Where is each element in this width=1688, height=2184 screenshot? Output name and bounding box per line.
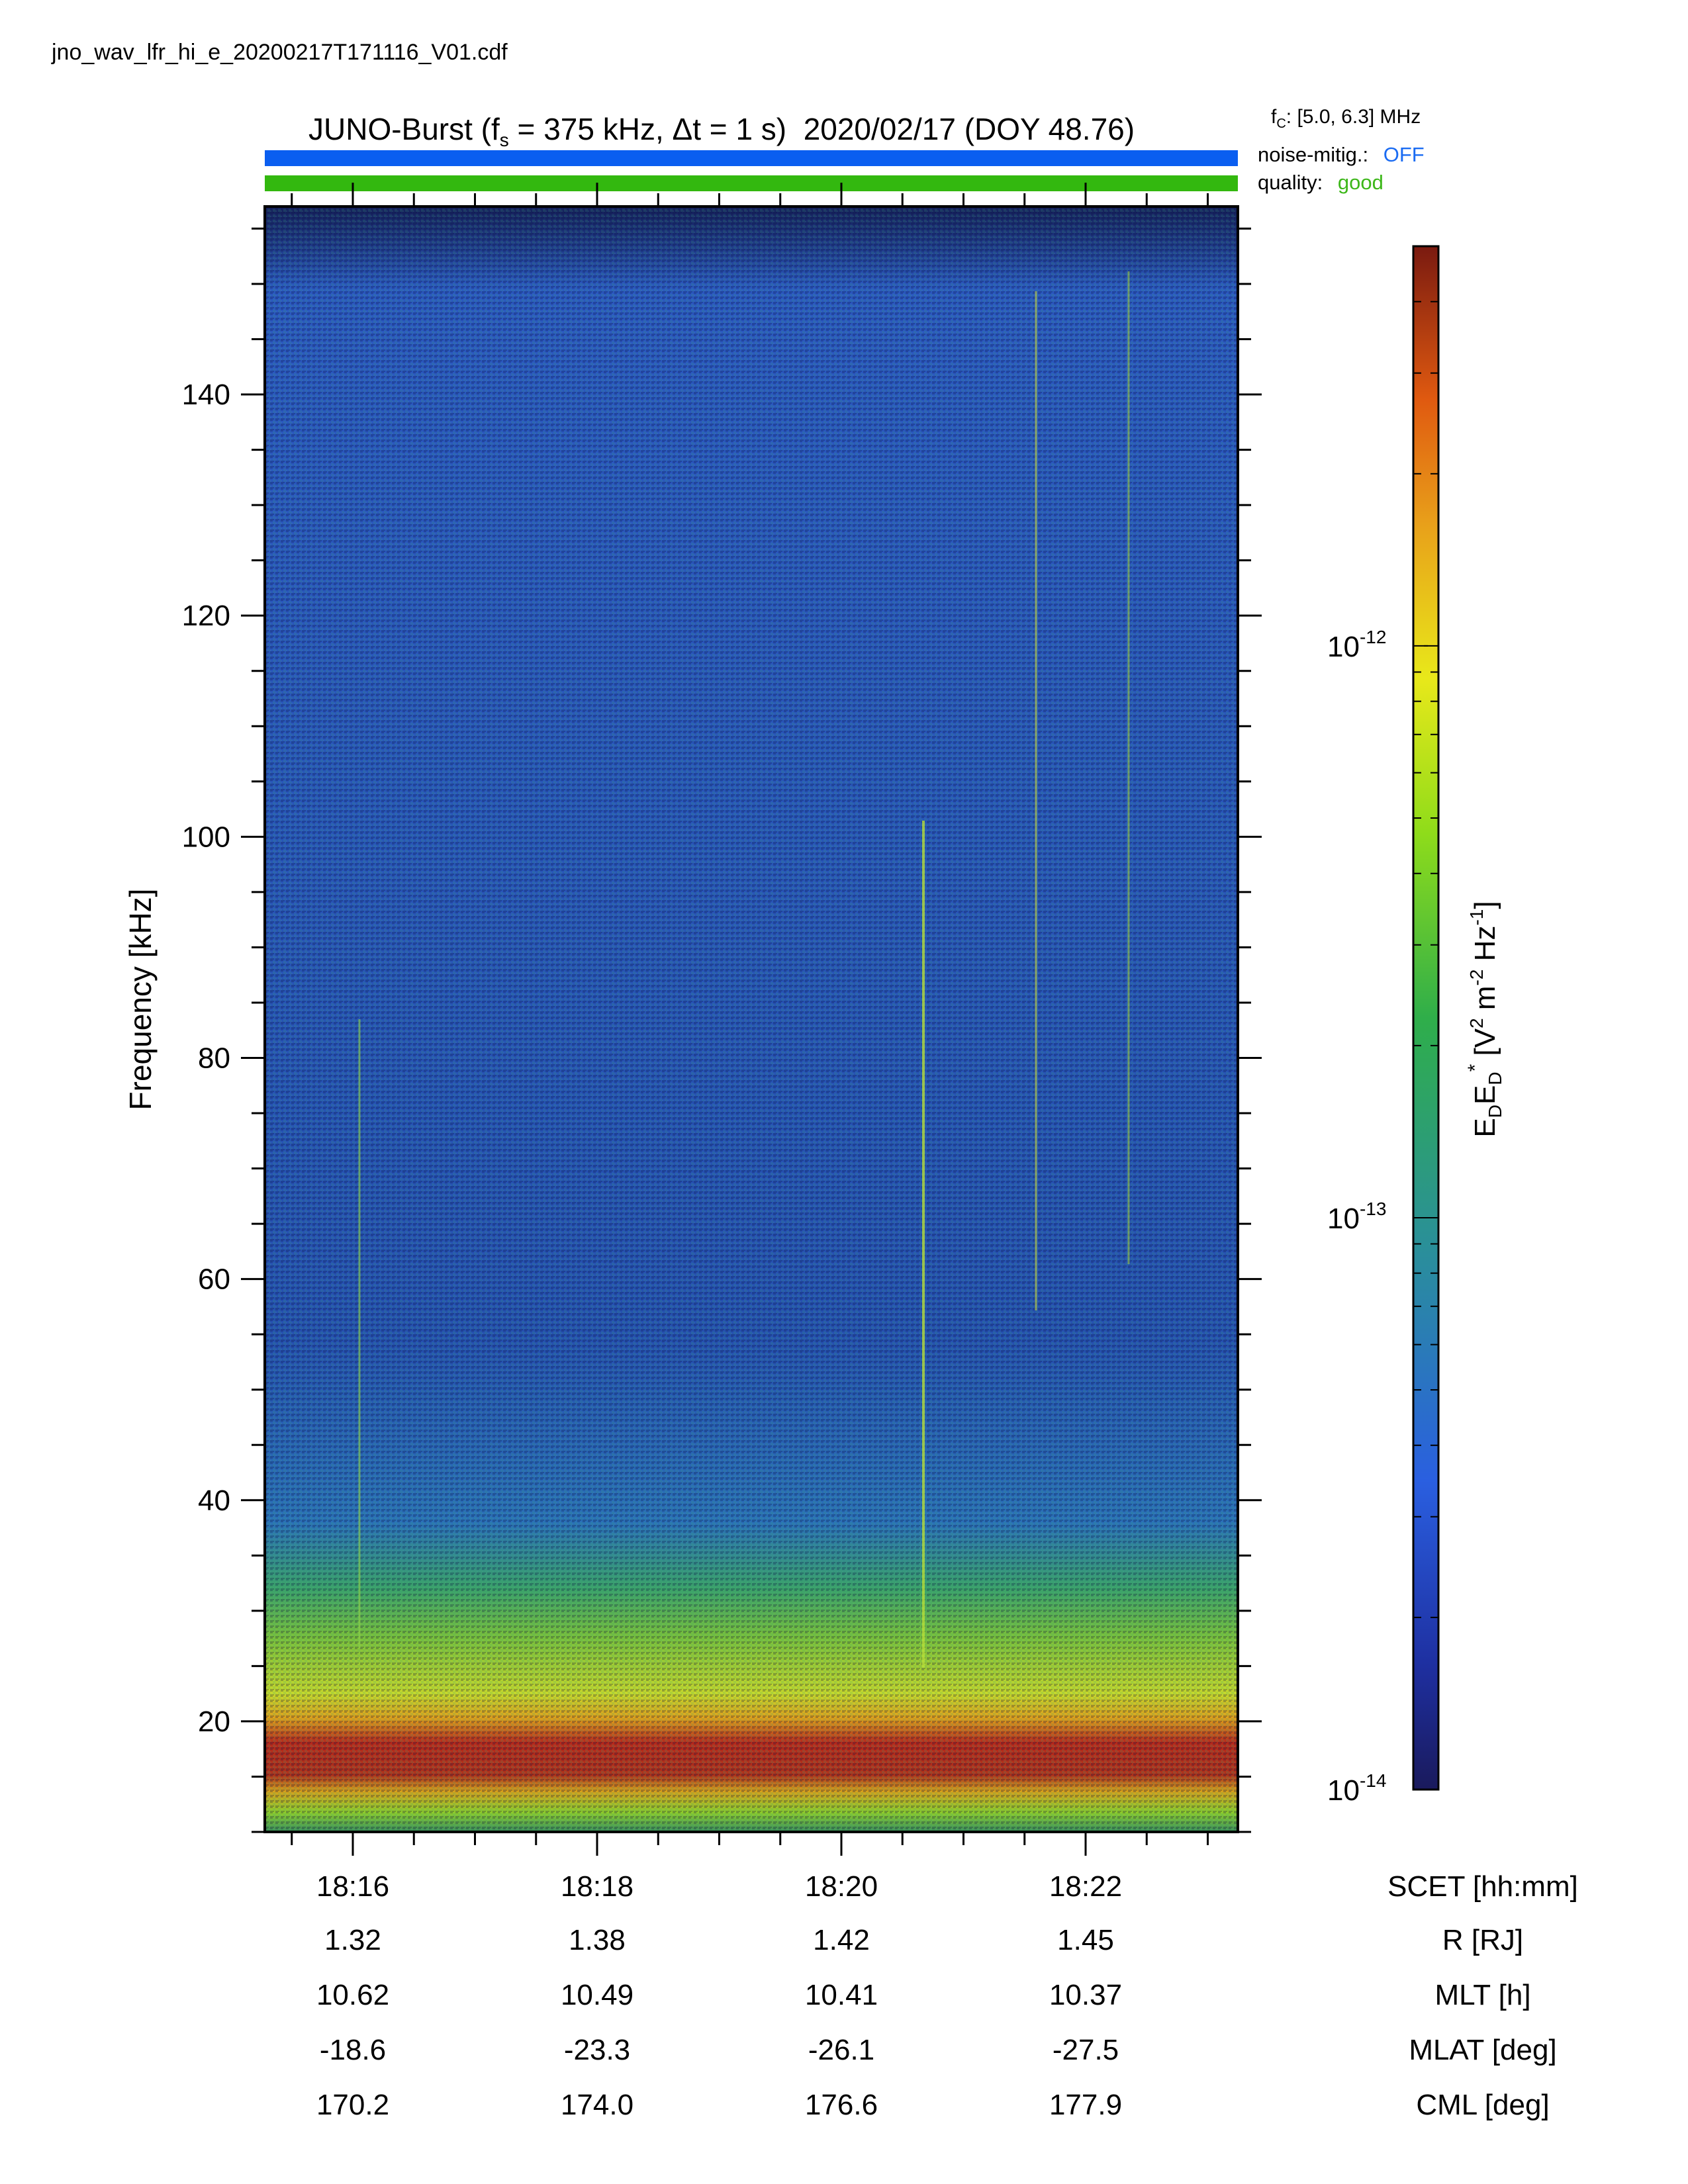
y-tick-label: 100 [182,821,230,853]
ephemeris-cell: -23.3 [563,2034,631,2066]
quality-status: quality: good [1258,172,1383,193]
ephemeris-cell: 18:16 [316,1870,390,1903]
y-tick-label: 80 [198,1042,230,1074]
fc-range-label: fC: [5.0, 6.3] MHz [1271,106,1421,131]
colorbar-tick-label: 10-14 [1327,1770,1386,1807]
quality-value: good [1337,171,1383,194]
noise-mitigation-value: OFF [1383,143,1425,166]
quality-bar [265,175,1238,191]
ephemeris-cell: 177.9 [1049,2089,1123,2121]
ephemeris-cell: 18:20 [804,1870,878,1903]
ephemeris-cell: -26.1 [808,2034,875,2066]
noise-mitigation-status: noise-mitig.: OFF [1258,144,1425,165]
chart-title: JUNO-Burst (fs = 375 kHz, Δt = 1 s) 2020… [308,112,1135,151]
ephemeris-cell: 10.37 [1049,1979,1123,2011]
ephemeris-cell: 1.32 [324,1924,381,1956]
ephemeris-cell: 18:18 [560,1870,634,1903]
ephemeris-cell: 18:22 [1049,1870,1123,1903]
noise-mitigation-label: noise-mitig.: [1258,143,1369,166]
quality-label: quality: [1258,171,1323,194]
colorbar-ticks: 10-14 10-13 10-12 [1327,246,1438,1807]
file-name: jno_wav_lfr_hi_e_20200217T171116_V01.cdf [52,40,508,65]
ephemeris-row-name: MLT [h] [1434,1979,1531,2011]
ephemeris-cell: 1.42 [813,1924,870,1956]
colorbar-tick-label: 10-12 [1327,627,1386,663]
colorbar-tick-label: 10-13 [1327,1199,1386,1235]
spectrogram-texture [265,206,1238,1832]
y-tick-label: 60 [198,1263,230,1296]
y-axis-label: Frequency [kHz] [123,889,158,1111]
y-tick-label: 40 [198,1484,230,1517]
colorbar-label: EDED* [V2 m-2 Hz-1] [1464,901,1505,1137]
ephemeris-cell: 170.2 [316,2089,390,2121]
ephemeris-cell: 1.38 [569,1924,626,1956]
ephemeris-cell: 10.49 [560,1979,634,2011]
ephemeris-cell: 1.45 [1057,1924,1114,1956]
ephemeris-cell: -27.5 [1052,2034,1119,2066]
colorbar: 10-14 10-13 10-12 [1327,245,1440,1807]
y-axis: 20 40 60 80 100 120 140 [182,227,1262,1833]
ephemeris-cell: 10.62 [316,1979,390,2011]
ephemeris-row-name: CML [deg] [1416,2089,1550,2121]
ephemeris-row-name: MLAT [deg] [1409,2034,1557,2066]
y-tick-label: 140 [182,379,230,411]
x-axis [291,183,1209,1856]
ephemeris-cell: 174.0 [560,2089,634,2121]
y-tick-label: 120 [182,600,230,632]
colorbar-gradient [1412,245,1440,1791]
ephemeris-cell: 10.41 [804,1979,878,2011]
y-tick-label: 20 [198,1706,230,1738]
ephemeris-cell: 176.6 [804,2089,878,2121]
plot-frame [263,205,1239,1833]
noise-mitigation-bar [265,150,1238,166]
ephemeris-cell: -18.6 [319,2034,387,2066]
ephemeris-row-name: R [RJ] [1442,1924,1524,1956]
ephemeris-row-name: SCET [hh:mm] [1387,1870,1578,1903]
spectrogram-panel [263,205,1239,1833]
